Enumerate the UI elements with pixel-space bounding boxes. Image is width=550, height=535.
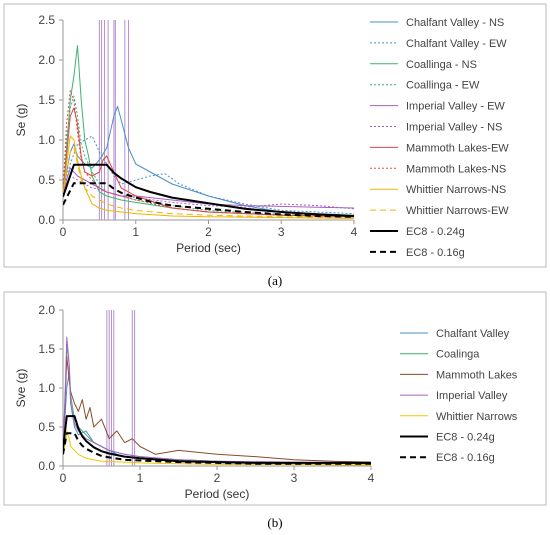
chart-a-series-line-10: [63, 163, 354, 217]
chart-b-y-tick-label: 0.0: [38, 459, 55, 473]
chart-b-x-tick-label: 2: [214, 471, 221, 485]
chart-b-legend-label: Coalinga: [436, 349, 480, 361]
chart-a-y-tick-label: 0.5: [38, 173, 55, 187]
chart-a-legend-label: Chalfant Valley - NS: [406, 17, 504, 29]
chart-a-y-tick-label: 1.5: [38, 93, 55, 107]
chart-b-legend-label: EC8 - 0.24g: [436, 432, 495, 444]
chart-b-x-tick-label: 1: [137, 471, 144, 485]
chart-a-series-line-5: [63, 175, 354, 210]
chart-a-x-tick-label: 3: [278, 225, 285, 239]
caption-b: (b): [267, 515, 282, 530]
chart-a-frame: [3, 3, 547, 268]
chart-a-x-tick-label: 4: [351, 225, 358, 239]
chart-a-series-line-11: [63, 182, 354, 218]
chart-a-legend-label: Mammoth Lakes-NS: [406, 163, 506, 175]
chart-a-series-line-7: [63, 89, 354, 218]
chart-b-x-axis-title: Period (sec): [185, 487, 250, 501]
chart-b: 0 1 2 3 4 0.0 0.5 1.0 1.5 2.0 Period (sec) Sve (g) C…: [3, 291, 547, 506]
chart-b-series-line-3: [63, 336, 371, 464]
chart-a-series-line-9: [63, 147, 354, 219]
chart-b-y-tick-label: 1.5: [38, 342, 55, 356]
chart-b-y-axis-title: Sve (g): [14, 369, 28, 408]
chart-a-y-tick-label: 1.0: [38, 133, 55, 147]
chart-a-legend-label: Coallinga - NS: [406, 59, 477, 71]
chart-a-legend-label: EC8 - 0.24g: [406, 226, 465, 238]
chart-b-legend-label: Mammoth Lakes: [436, 369, 518, 381]
chart-a-y-tick-label: 2.5: [38, 13, 55, 27]
chart-a-y-axis-title: Se (g): [14, 104, 28, 137]
chart-b-x-tick-label: 3: [291, 471, 298, 485]
chart-b-legend-label: EC8 - 0.16g: [436, 452, 495, 464]
chart-b-y-tick-label: 2.0: [38, 303, 55, 317]
chart-a-legend-label: Chalfant Valley - EW: [406, 38, 507, 50]
chart-a: 0 1 2 3 4 0.0 0.5 1.0 1.5 2.0 2.5 Period (sec) Se (g…: [3, 3, 547, 268]
chart-b-series-line-4: [63, 430, 371, 466]
chart-a-legend-label: Whittier Narrows-NS: [406, 184, 506, 196]
chart-a-x-axis-title: Period (sec): [176, 241, 241, 255]
chart-a-plot-area: [63, 20, 354, 220]
chart-a-legend-label: Imperial Valley - NS: [406, 122, 502, 134]
chart-a-legend-label: Whittier Narrows-EW: [406, 205, 509, 217]
chart-b-x-tick-label: 4: [368, 471, 375, 485]
chart-a-legend-label: EC8 - 0.16g: [406, 247, 465, 259]
chart-b-legend-label: Chalfant Valley: [436, 328, 510, 340]
chart-b-y-tick-label: 0.5: [38, 420, 55, 434]
chart-a-legend-label: Imperial Valley - EW: [406, 101, 505, 113]
chart-b-legend-label: Whittier Narrows: [436, 411, 518, 423]
chart-b-frame: [3, 291, 547, 506]
chart-a-x-tick-label: 2: [205, 225, 212, 239]
chart-a-y-tick-label: 2.0: [38, 53, 55, 67]
chart-a-legend-label: Mammoth Lakes-EW: [406, 142, 509, 154]
caption-a: (a): [268, 273, 282, 288]
chart-a-x-tick-label: 1: [132, 225, 139, 239]
chart-a-x-tick-label: 0: [60, 225, 67, 239]
chart-b-series-line-6: [63, 432, 371, 465]
chart-b-y-tick-label: 1.0: [38, 381, 55, 395]
chart-b-legend-label: Imperial Valley: [436, 390, 508, 402]
chart-a-legend-label: Coallinga - EW: [406, 80, 480, 92]
chart-a-series-line-8: [63, 135, 354, 219]
chart-b-plot-area: [63, 310, 371, 466]
chart-a-y-tick-label: 0.0: [38, 213, 55, 227]
chart-b-x-tick-label: 0: [60, 471, 67, 485]
